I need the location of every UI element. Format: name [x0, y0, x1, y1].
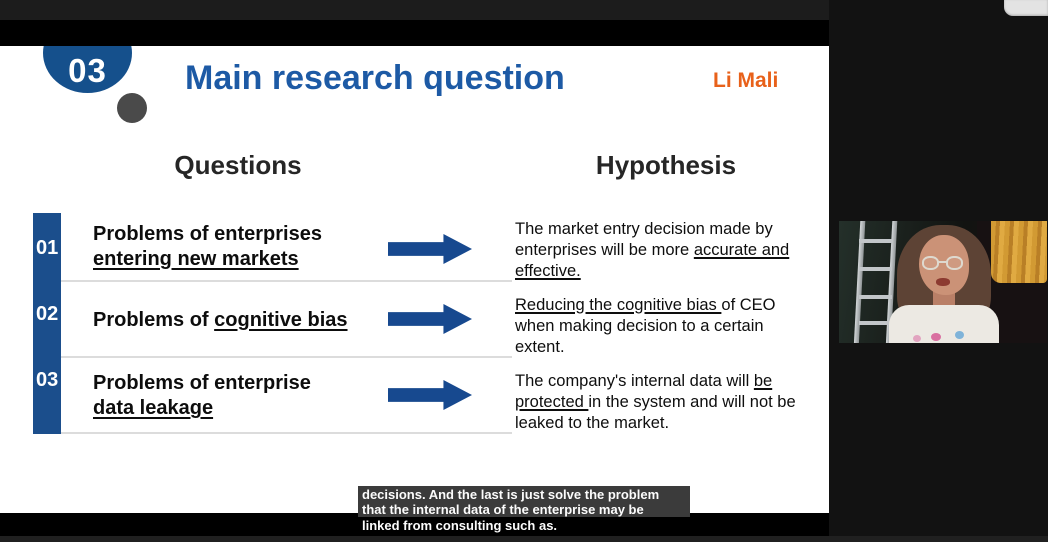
- row-number-2: 02: [36, 303, 59, 325]
- participant-person: [955, 331, 964, 339]
- webcam-ladder: [859, 321, 892, 325]
- participant-person: [936, 278, 950, 286]
- webcam-ladder: [859, 239, 892, 243]
- participant-person: [938, 261, 947, 263]
- hypothesis-2-underlined: Reducing the cognitive bias: [515, 296, 722, 314]
- row-number-bar: 01 02 03: [33, 213, 61, 434]
- slide-number: 03: [68, 52, 107, 89]
- question-2-text: Problems of cognitive bias: [93, 308, 348, 333]
- participant-video-tile[interactable]: [839, 221, 1047, 343]
- caption-line: that the internal data of the enterprise…: [362, 502, 644, 517]
- question-2-underlined: cognitive bias: [214, 308, 348, 331]
- caption-line: decisions. And the last is just solve th…: [362, 487, 660, 502]
- question-3-text: Problems of enterprise data leakage: [93, 371, 311, 421]
- live-captions: decisions. And the last is just solve th…: [358, 486, 690, 533]
- hypothesis-1-underlined: accurate and effective.: [515, 241, 790, 280]
- hypothesis-3-pre: The company's internal data will: [515, 372, 754, 390]
- caption-box: decisions. And the last is just solve th…: [358, 486, 690, 517]
- hypothesis-3-post: in the system and will not be leaked to …: [515, 393, 796, 432]
- presenter-name: Li Mali: [713, 69, 779, 92]
- question-row-3: Problems of enterprise data leakage: [61, 360, 512, 434]
- webcam-ladder: [859, 267, 892, 271]
- questions-column-header: Questions: [174, 150, 302, 180]
- participant-person: [922, 256, 939, 270]
- presentation-slide: 03 Main research question Li Mali Questi…: [0, 46, 829, 513]
- webcam-ladder: [859, 295, 892, 299]
- hypothesis-column-header: Hypothesis: [595, 150, 737, 180]
- hypothesis-1-pre: The market entry decision made by enterp…: [515, 220, 773, 259]
- participant-person: [913, 335, 921, 342]
- hypothesis-3-underlined: be protected: [515, 372, 773, 411]
- question-3-line1: Problems of enterprise: [93, 372, 311, 394]
- question-1-line2: entering new markets: [93, 247, 299, 270]
- caption-line: linked from consulting such as.: [362, 518, 558, 533]
- question-1-line1: Problems of enterprises: [93, 222, 322, 245]
- window-corner-widget[interactable]: [1004, 0, 1048, 16]
- question-1-text: Problems of enterprises entering new mar…: [93, 222, 322, 272]
- participant-person: [931, 333, 941, 341]
- hypothesis-1-text: The market entry decision made by enterp…: [515, 219, 815, 282]
- accent-dot: [117, 93, 147, 123]
- participant-person: [889, 305, 999, 343]
- row-number-1: 01: [36, 237, 59, 259]
- hypothesis-2-text: Reducing the cognitive bias of CEO when …: [515, 295, 815, 358]
- question-3-line2: data leakage: [93, 397, 214, 419]
- hypothesis-3-text: The company's internal data will be prot…: [515, 371, 815, 434]
- hypothesis-2-post: of CEO when making decision to a certain…: [515, 296, 776, 356]
- slide-title: Main research question: [185, 59, 565, 97]
- screen-share-area: 03 Main research question Li Mali Questi…: [0, 0, 829, 542]
- slide-number-badge: 03: [43, 46, 132, 93]
- webcam-curtain: [991, 221, 1047, 283]
- row-number-3: 03: [36, 369, 59, 391]
- share-top-strip: [0, 0, 829, 20]
- bottom-bar: [0, 536, 1048, 542]
- question-2-prefix: Problems of: [93, 308, 215, 331]
- participant-person: [946, 256, 963, 270]
